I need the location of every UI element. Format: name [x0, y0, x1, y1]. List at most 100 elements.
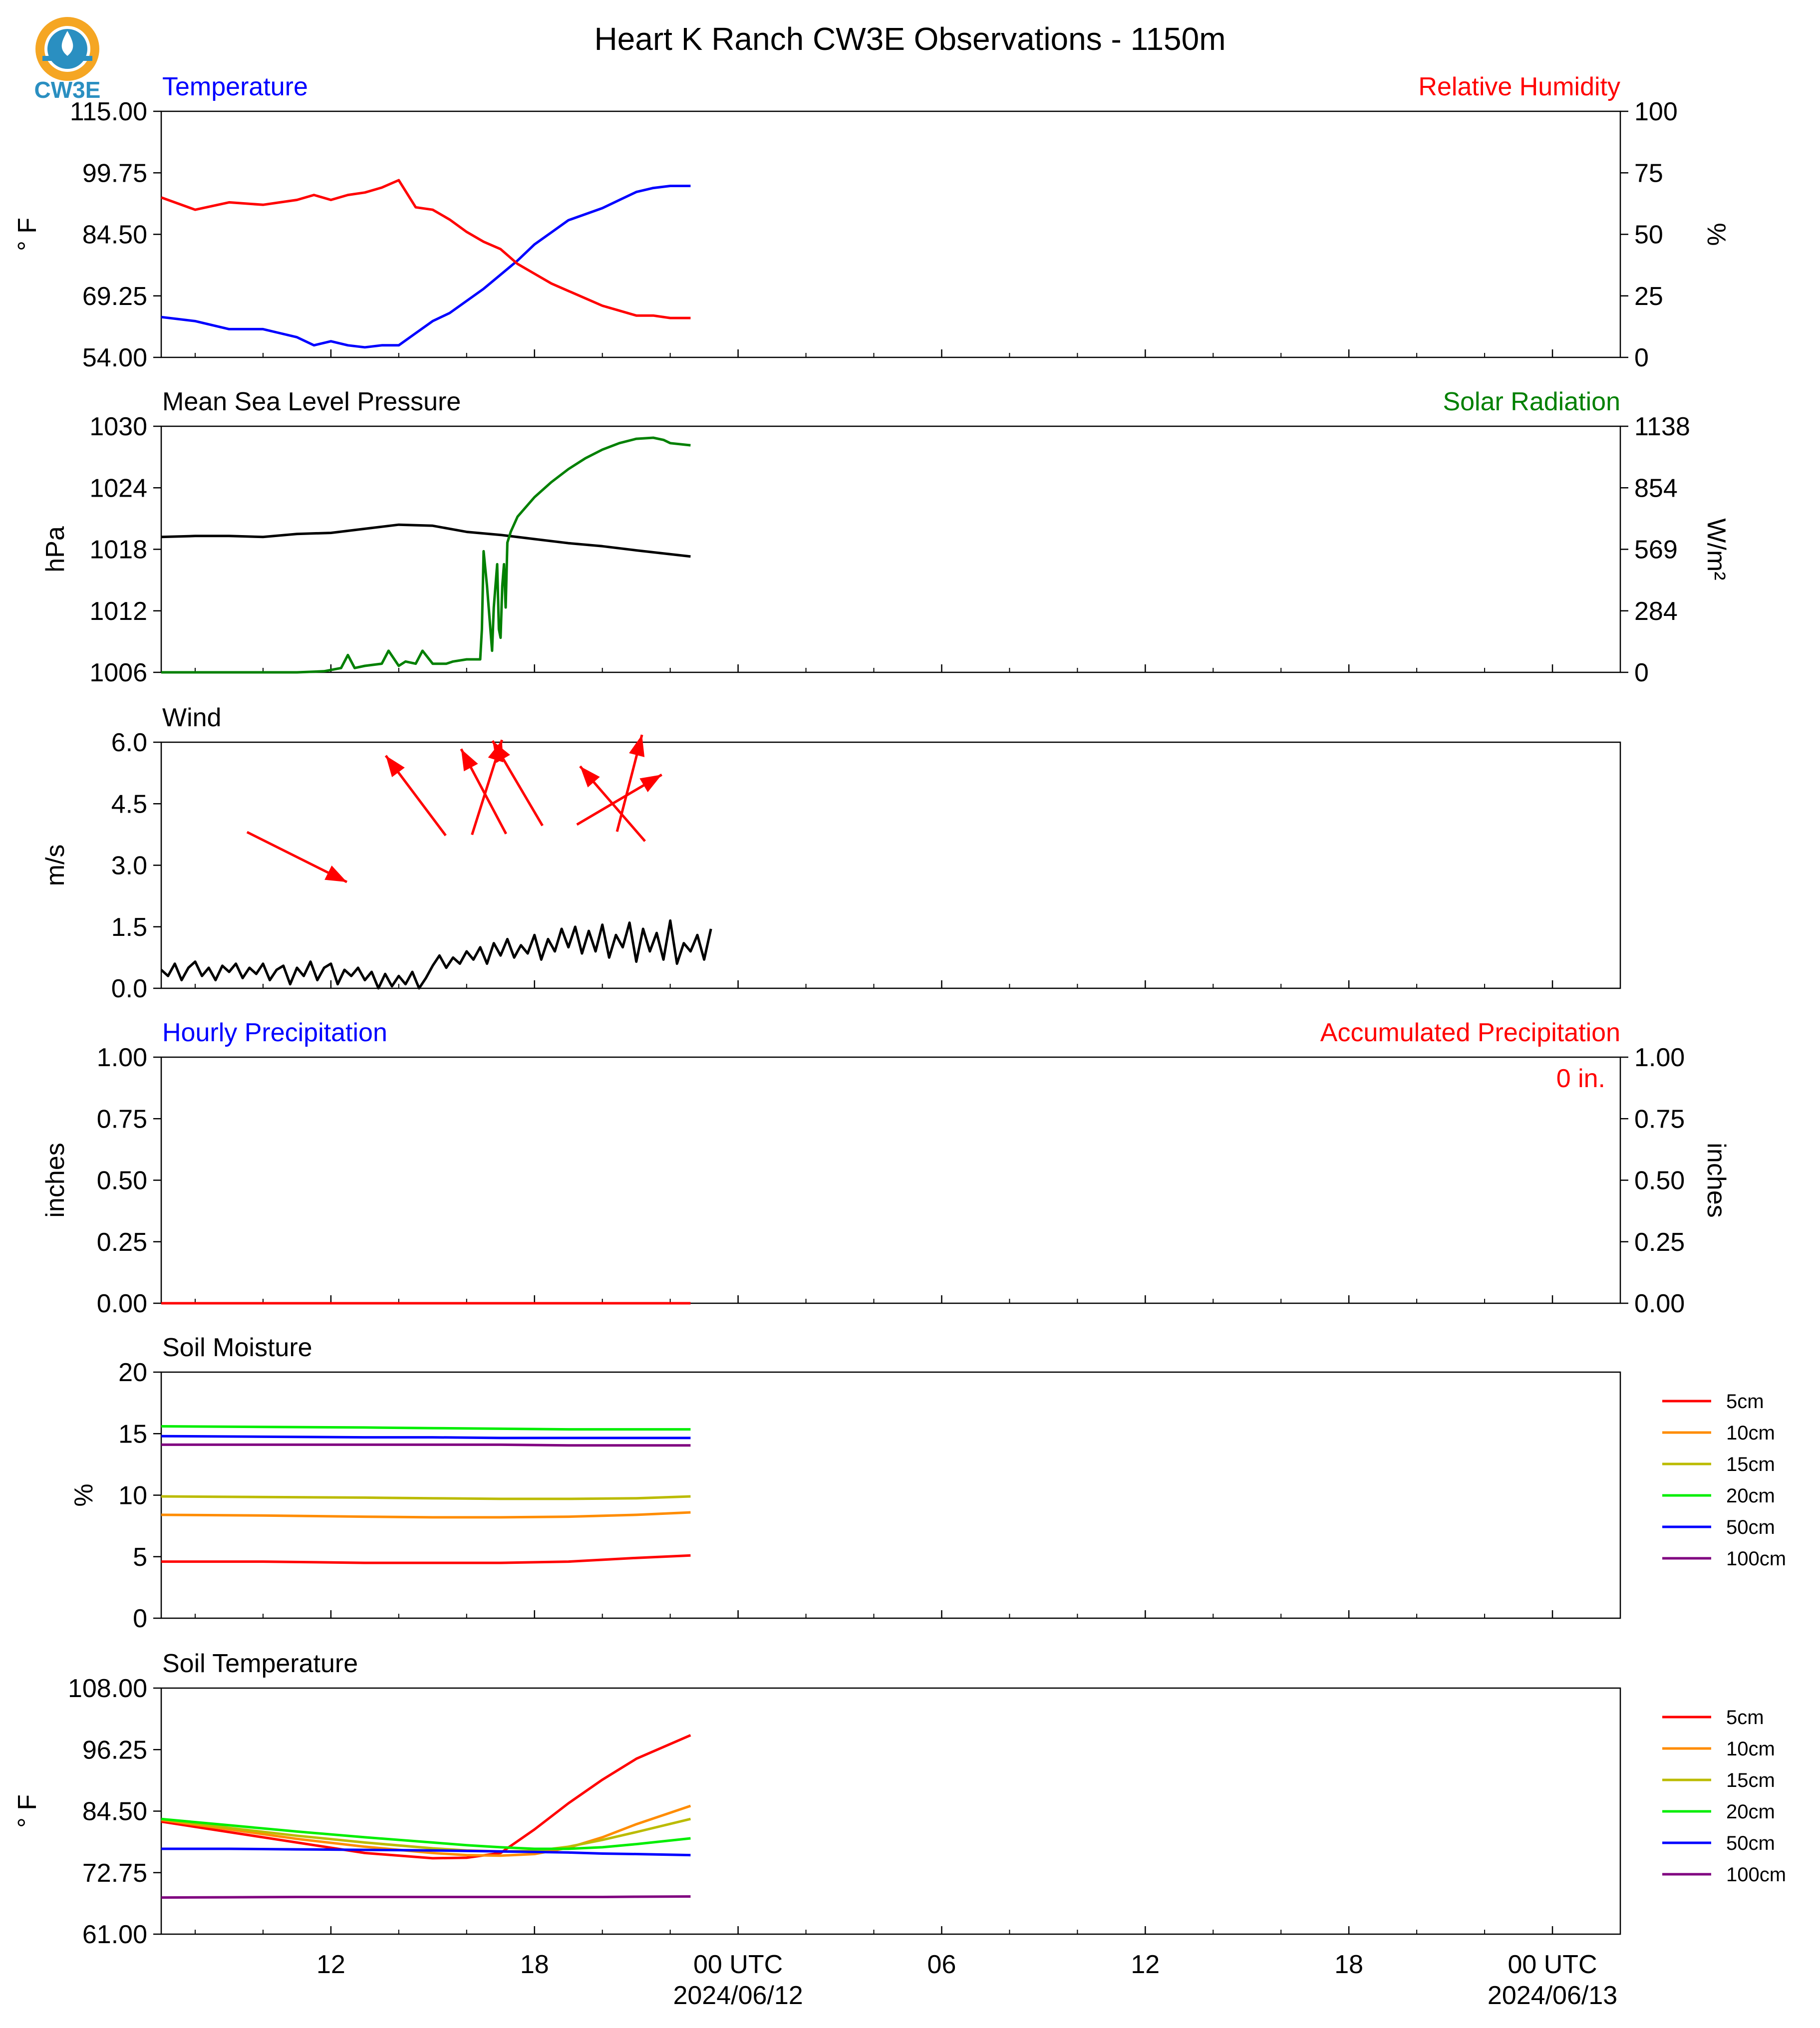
- x-tick-label: 18: [1334, 1950, 1363, 1979]
- legend-label: 100cm: [1726, 1548, 1786, 1570]
- y-axis-label: ° F: [13, 1794, 42, 1828]
- wind-arrow-head: [629, 735, 645, 757]
- panels: 115.0099.7584.5069.2554.001007550250Temp…: [13, 72, 1786, 1949]
- y-tick-label: 84.50: [82, 221, 147, 250]
- y-tick-label-right: 50: [1634, 221, 1663, 250]
- wind-arrow: [246, 831, 348, 883]
- y-tick-label: 0.50: [97, 1166, 147, 1195]
- y-tick-label: 1024: [89, 474, 147, 503]
- panel-title-left: Mean Sea Level Pressure: [162, 387, 461, 416]
- x-date-label: 2024/06/12: [673, 1981, 803, 2010]
- legend-label: 5cm: [1726, 1707, 1764, 1729]
- y-tick-label: 115.00: [70, 97, 147, 126]
- y-tick-label-right: 25: [1634, 282, 1663, 311]
- y-tick-label-right: 284: [1634, 597, 1678, 626]
- series-line-10cm: [161, 1511, 691, 1519]
- series-line-50cm: [161, 1847, 691, 1857]
- panel-title-right: Accumulated Precipitation: [1320, 1018, 1620, 1047]
- cw3e-logo: CW3E: [34, 17, 101, 103]
- y-tick-label: 72.75: [82, 1859, 147, 1888]
- wind-arrow-head: [324, 865, 347, 882]
- wind-arrow-head: [580, 766, 600, 788]
- legend-label: 100cm: [1726, 1864, 1786, 1886]
- series-line-10cm: [161, 1804, 691, 1857]
- y-tick-label: 1006: [89, 658, 147, 687]
- logo-text: CW3E: [34, 77, 101, 103]
- series-line-temperature: [161, 185, 691, 349]
- y-tick-label: 108.00: [68, 1674, 147, 1703]
- legend-label: 20cm: [1726, 1801, 1775, 1823]
- y-tick-label: 0.00: [97, 1289, 147, 1318]
- y-tick-label-right: 100: [1634, 97, 1678, 126]
- series-line-50cm: [161, 1435, 691, 1440]
- y-tick-label-right: 1.00: [1634, 1043, 1685, 1072]
- panel-wind: 6.0 4.5 3.0 1.5 0.0 Wind m/s: [41, 703, 1621, 1003]
- wind-arrow: [384, 755, 447, 837]
- wind-arrow: [460, 748, 507, 835]
- y-tick-label: 69.25: [82, 282, 147, 311]
- y-tick-label: 6.0: [111, 728, 147, 757]
- y-tick-label: 4.5: [111, 790, 147, 819]
- wind-arrow-head: [385, 755, 405, 778]
- series-line-relative-humidity: [161, 179, 691, 319]
- y-tick-label: 96.25: [82, 1736, 147, 1764]
- wind-arrow-head: [639, 775, 662, 793]
- y-tick-label: 1.5: [111, 913, 147, 942]
- panel-title-left: Wind: [162, 703, 221, 732]
- y-axis-label: ° F: [13, 218, 42, 251]
- y-tick-label-right: 1138: [1634, 412, 1690, 441]
- panel-title-left: Hourly Precipitation: [162, 1018, 387, 1047]
- drop-icon: [61, 31, 73, 56]
- y-tick-label: 99.75: [82, 159, 147, 188]
- x-tick-label: 00 UTC: [1508, 1950, 1597, 1979]
- series-line-wind-speed: [160, 919, 712, 990]
- y-tick-label-right: 854: [1634, 474, 1678, 503]
- y-axis-label-right: %: [1702, 223, 1731, 246]
- legend-label: 15cm: [1726, 1769, 1775, 1791]
- y-tick-label: 1012: [89, 597, 147, 626]
- series-line-5cm: [161, 1554, 691, 1564]
- panel-title-right: Solar Radiation: [1443, 387, 1620, 416]
- y-tick-label: 0.75: [97, 1105, 147, 1134]
- series-line-solar-radiation: [161, 436, 691, 674]
- y-tick-label: 54.00: [82, 343, 147, 372]
- x-tick-label: 12: [316, 1950, 345, 1979]
- y-tick-label: 1.00: [97, 1043, 147, 1072]
- y-tick-label: 20: [118, 1358, 147, 1387]
- legend-label: 50cm: [1726, 1832, 1775, 1854]
- panel-precipitation: 1.00 0.75 0.50 0.25 0.00 1.00 0.75 0.50 0.25 0.00…: [41, 1018, 1731, 1318]
- panel-pressure-solar: 1030 1024 1018 1012 1006 1138 854 569 284 0 Mean S…: [41, 387, 1731, 687]
- y-tick-label: 0.25: [97, 1228, 147, 1257]
- panel-soil-temperature: 108.00 96.25 84.50 72.75 61.00 Soil Temperatu…: [13, 1649, 1786, 1949]
- logo-wave: [42, 56, 92, 61]
- legend-label: 10cm: [1726, 1422, 1775, 1444]
- legend-label: 15cm: [1726, 1453, 1775, 1475]
- y-axis-label: %: [69, 1483, 98, 1506]
- y-tick-label-right: 0.00: [1634, 1289, 1685, 1318]
- y-tick-label: 61.00: [82, 1920, 147, 1949]
- y-tick-label: 0: [133, 1604, 147, 1633]
- y-tick-label-right: 75: [1634, 159, 1663, 188]
- legend-label: 10cm: [1726, 1738, 1775, 1760]
- x-tick-label: 18: [520, 1950, 549, 1979]
- y-tick-label-right: 0: [1634, 343, 1649, 372]
- wind-arrow: [615, 734, 645, 832]
- legend-label: 5cm: [1726, 1391, 1764, 1413]
- y-axis-label: hPa: [41, 526, 70, 573]
- y-axis-label: inches: [41, 1143, 70, 1217]
- y-tick-label: 5: [133, 1543, 147, 1572]
- y-tick-label-right: 0.75: [1634, 1105, 1685, 1134]
- y-tick-label: 84.50: [82, 1797, 147, 1826]
- y-axis-label-right: W/m²: [1702, 518, 1731, 580]
- series-line-15cm: [161, 1495, 691, 1500]
- wind-arrow: [491, 740, 544, 827]
- x-tick-label: 00 UTC: [693, 1950, 783, 1979]
- wind-arrow-head: [461, 749, 478, 772]
- x-tick-label: 06: [927, 1950, 956, 1979]
- y-tick-label-right: 569: [1634, 536, 1678, 565]
- series-line-20cm: [161, 1817, 691, 1850]
- y-axis-label-right: inches: [1702, 1143, 1731, 1217]
